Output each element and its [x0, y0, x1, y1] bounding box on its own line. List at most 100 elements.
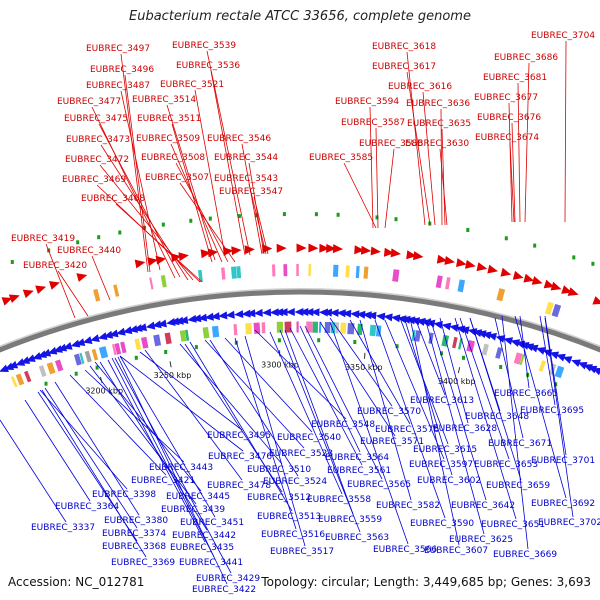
cog-block-inner — [369, 324, 377, 337]
reverse-callout-line — [404, 319, 453, 476]
genome-summary-text: Topology: circular; Length: 3,449,685 bp… — [261, 575, 591, 589]
forward-gene-label: EUBREC_3536 — [176, 61, 240, 71]
reverse-gene-label: EUBREC_3517 — [270, 547, 334, 557]
scale-tick — [363, 352, 366, 359]
forward-gene-arrow — [296, 243, 307, 253]
reverse-gene-label: EUBREC_3564 — [325, 453, 389, 463]
cog-block-inner — [538, 360, 546, 372]
cog-block-inner — [73, 353, 82, 366]
reverse-gene-label: EUBREC_3613 — [410, 396, 474, 406]
reverse-gene-arrow — [269, 308, 279, 317]
forward-callout-line — [91, 255, 111, 301]
forward-callout-line — [253, 196, 269, 255]
forward-callout-line — [375, 127, 379, 229]
reverse-gene-arrow — [481, 331, 492, 340]
reverse-callout-line — [454, 317, 517, 520]
reverse-gene-arrow — [397, 315, 407, 324]
forward-gene-arrow — [436, 254, 448, 264]
forward-callout-line — [100, 144, 189, 281]
reverse-callout-line — [44, 387, 138, 529]
forward-gene-arrow — [332, 244, 344, 254]
reverse-gene-arrow — [75, 338, 86, 346]
cog-block-outer — [392, 269, 400, 282]
reverse-gene-arrow — [157, 319, 167, 328]
cog-block-outer — [445, 277, 451, 290]
forward-callout-line — [194, 89, 226, 257]
reverse-callout-line — [119, 355, 216, 518]
forward-gene-label: EUBREC_3508 — [141, 153, 205, 163]
reverse-gene-arrow — [476, 330, 487, 339]
forward-gene-arrow — [262, 244, 273, 254]
forward-gene-arrow — [567, 287, 579, 296]
reverse-gene-label: EUBREC_3429 — [196, 574, 260, 584]
reverse-gene-label: EUBREC_3659 — [486, 481, 550, 491]
reverse-gene-arrow — [41, 348, 52, 357]
forward-gene-label: EUBREC_3497 — [86, 44, 150, 54]
reverse-gene-label: EUBREC_3653 — [474, 460, 538, 470]
reverse-gene-arrow — [204, 312, 214, 321]
trna-marker — [189, 218, 193, 223]
reverse-gene-arrow — [274, 308, 284, 317]
reverse-gene-label: EUBREC_3510 — [247, 465, 311, 475]
forward-gene-label: EUBREC_3469 — [62, 175, 126, 185]
reverse-callout-line — [54, 381, 140, 516]
reverse-gene-arrow — [241, 309, 251, 318]
reverse-callout-line — [329, 317, 393, 407]
reverse-gene-label: EUBREC_3495 — [207, 431, 271, 441]
forward-callout-line — [384, 148, 395, 229]
reverse-gene-arrow — [350, 310, 360, 319]
reverse-gene-label: EUBREC_3590 — [410, 519, 474, 529]
reverse-gene-arrow — [383, 313, 393, 322]
cog-block-inner — [164, 332, 172, 345]
reverse-callout-line — [89, 365, 197, 505]
forward-gene-label: EUBREC_3472 — [65, 155, 129, 165]
reverse-callout-line — [414, 317, 446, 396]
trna-marker — [353, 340, 357, 344]
cog-block-inner — [211, 325, 220, 338]
reverse-gene-arrow — [128, 325, 138, 333]
reverse-gene-label: EUBREC_3642 — [451, 501, 515, 511]
reverse-gene-arrow — [246, 309, 256, 318]
forward-gene-label: EUBREC_3543 — [214, 174, 278, 184]
reverse-gene-label: EUBREC_3435 — [170, 543, 234, 553]
forward-gene-arrow — [231, 246, 242, 256]
forward-gene-label: EUBREC_3636 — [406, 99, 470, 109]
forward-gene-arrow — [512, 270, 524, 280]
reverse-gene-label: EUBREC_3597 — [409, 460, 473, 470]
reverse-gene-arrow — [410, 317, 420, 326]
cog-block-inner — [15, 373, 25, 386]
forward-callout-line — [564, 40, 567, 223]
reverse-gene-arrow — [170, 317, 180, 326]
forward-gene-arrow — [444, 256, 455, 265]
trna-marker — [164, 350, 168, 354]
reverse-gene-arrow — [356, 310, 366, 319]
reverse-callout-line — [289, 327, 363, 466]
cog-block-inner — [54, 359, 64, 372]
reverse-gene-arrow — [487, 332, 497, 341]
reverse-gene-arrow — [8, 360, 19, 369]
forward-gene-arrow — [406, 250, 417, 260]
reverse-gene-label: EUBREC_3523 — [269, 449, 333, 459]
cog-block-inner — [140, 336, 149, 349]
reverse-gene-arrow — [0, 364, 9, 372]
scale-tick-label: 3350 kbp — [345, 363, 383, 372]
reverse-gene-arrow — [210, 312, 220, 321]
forward-gene-label: EUBREC_3509 — [136, 134, 200, 144]
reverse-callout-line — [224, 337, 313, 433]
forward-gene-label: EUBREC_3617 — [372, 62, 436, 72]
reverse-callout-line — [349, 319, 411, 425]
reverse-gene-arrow — [225, 310, 235, 319]
reverse-gene-arrow — [261, 308, 272, 317]
forward-gene-arrow — [308, 243, 319, 253]
reverse-gene-arrow — [37, 350, 47, 358]
reverse-callout-line — [254, 329, 347, 420]
forward-callout-line — [343, 162, 377, 229]
forward-gene-label: EUBREC_3586 — [359, 139, 423, 149]
trna-marker — [208, 216, 212, 221]
reverse-gene-arrow — [174, 316, 184, 325]
forward-gene-label: EUBREC_3475 — [64, 114, 128, 124]
reverse-callout-line — [144, 349, 243, 481]
scale-tick — [457, 367, 461, 374]
forward-gene-arrow — [1, 297, 13, 306]
forward-gene-label: EUBREC_3507 — [145, 173, 209, 183]
